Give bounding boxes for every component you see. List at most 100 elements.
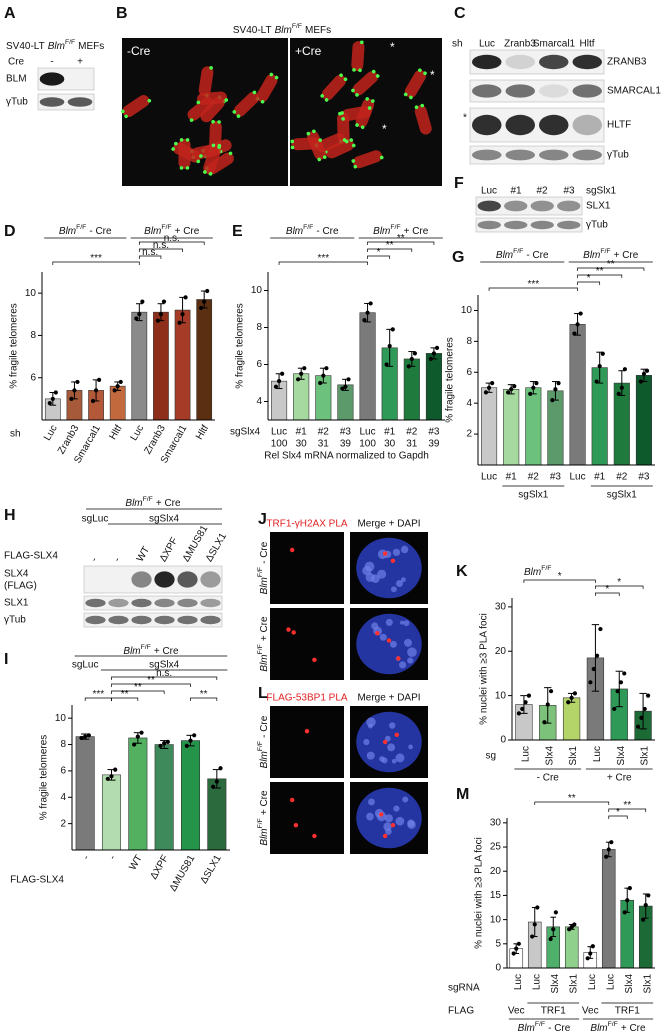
group-label: BlmF/F xyxy=(524,565,551,578)
pla-focus xyxy=(290,797,295,803)
band-label: ZRANB3 xyxy=(607,57,647,68)
panel-letter: I xyxy=(4,651,8,668)
data-point xyxy=(140,299,145,304)
band-label: SLX4 xyxy=(4,569,29,580)
data-point xyxy=(612,706,617,712)
telomere-signal xyxy=(232,110,237,114)
guide-label: sgSlx4 xyxy=(149,660,179,671)
blot-band xyxy=(505,149,535,161)
pla-focus xyxy=(396,656,401,661)
text-part: F/F xyxy=(76,224,86,231)
chromatid xyxy=(291,137,322,151)
data-point xyxy=(600,351,605,356)
data-point xyxy=(575,322,580,327)
data-point xyxy=(523,700,528,705)
text-part: F/F xyxy=(541,565,551,572)
y-tick-label: 8 xyxy=(466,336,472,347)
chromocenter xyxy=(398,661,407,669)
data-point xyxy=(566,700,571,705)
telomere-signal xyxy=(371,69,376,74)
telomere-signal xyxy=(211,119,215,124)
text-part: Blm xyxy=(496,250,513,261)
data-point xyxy=(431,351,437,356)
blot-band xyxy=(572,149,602,161)
data-point xyxy=(534,380,539,386)
blot-band xyxy=(85,598,106,608)
pla-focus xyxy=(390,558,396,563)
subgroup-label: sgSlx1 xyxy=(518,490,548,501)
x-tick-label: #2 xyxy=(406,427,418,438)
text-part: F/F xyxy=(257,741,264,751)
telomere-signal xyxy=(228,151,233,156)
telomere-signal xyxy=(147,98,152,103)
blot-band xyxy=(504,200,528,212)
y-tick-label: 0 xyxy=(500,735,506,746)
text-part: F/F xyxy=(161,224,171,231)
blot-band xyxy=(177,615,198,625)
band-label: γTub xyxy=(586,220,608,231)
telomere-signal xyxy=(351,159,356,163)
band-marker: * xyxy=(463,113,467,124)
chromocenter xyxy=(391,758,397,764)
telomere-signal xyxy=(340,111,344,115)
telomere-signal xyxy=(269,72,274,77)
panel-letter: K xyxy=(456,563,468,580)
chromatid xyxy=(404,70,426,98)
band-label: BLM xyxy=(6,74,27,85)
significance-label: n.s. xyxy=(164,233,180,244)
pla-focus xyxy=(293,823,299,828)
blot-band xyxy=(154,571,175,588)
telomere-signal xyxy=(252,90,257,95)
blot-band xyxy=(67,97,93,107)
text-part: Blm xyxy=(286,226,303,237)
data-point xyxy=(155,318,161,323)
data-point xyxy=(406,364,411,369)
group-label: BlmF/F + Cre xyxy=(123,644,179,657)
data-point xyxy=(79,735,84,741)
x-tick-label: Luc xyxy=(481,472,497,483)
data-point xyxy=(211,784,216,789)
data-point xyxy=(390,327,395,332)
chromocenter xyxy=(363,738,370,746)
chromocenter xyxy=(393,805,400,812)
bar xyxy=(153,311,169,421)
lane-label: #1 xyxy=(510,186,522,197)
text-part: MEFs xyxy=(305,25,331,36)
text-part: F/F xyxy=(257,567,264,577)
data-point xyxy=(428,356,433,362)
column-header: FLAG-53BP1 PLA xyxy=(266,693,347,704)
group-label: BlmF/F + Cre xyxy=(373,224,429,237)
telomere-signal xyxy=(414,105,419,110)
blot xyxy=(475,196,583,216)
chromocenter xyxy=(395,816,405,826)
y-tick-label: 10 xyxy=(25,288,37,299)
lane-label: - xyxy=(112,555,123,563)
data-point xyxy=(50,396,55,401)
chromatid xyxy=(209,120,222,151)
bar xyxy=(503,388,520,466)
data-point xyxy=(548,936,553,942)
text-part: Blm xyxy=(373,226,390,237)
telomere-signal xyxy=(370,99,375,103)
chromatid xyxy=(316,133,345,153)
bar xyxy=(569,324,586,466)
data-point xyxy=(490,380,495,386)
data-point xyxy=(184,743,189,748)
telomere-signal xyxy=(171,147,175,151)
data-point xyxy=(627,886,632,891)
chromocenter xyxy=(366,751,375,760)
significance-label: *** xyxy=(317,253,329,264)
significance-bracket xyxy=(577,274,623,278)
pla-focus xyxy=(304,729,310,734)
mrna-label: 100 xyxy=(271,439,288,450)
chromocenter xyxy=(389,640,397,648)
data-point xyxy=(137,312,142,317)
chromatid xyxy=(122,95,150,118)
y-axis-label: % fragile telomeres xyxy=(445,337,456,423)
blot-band xyxy=(530,220,554,230)
data-point xyxy=(302,366,307,371)
blot-band xyxy=(572,54,602,70)
mrna-label: 31 xyxy=(406,439,418,450)
panel-letter: J xyxy=(258,511,267,528)
significance-label: * xyxy=(587,273,591,284)
